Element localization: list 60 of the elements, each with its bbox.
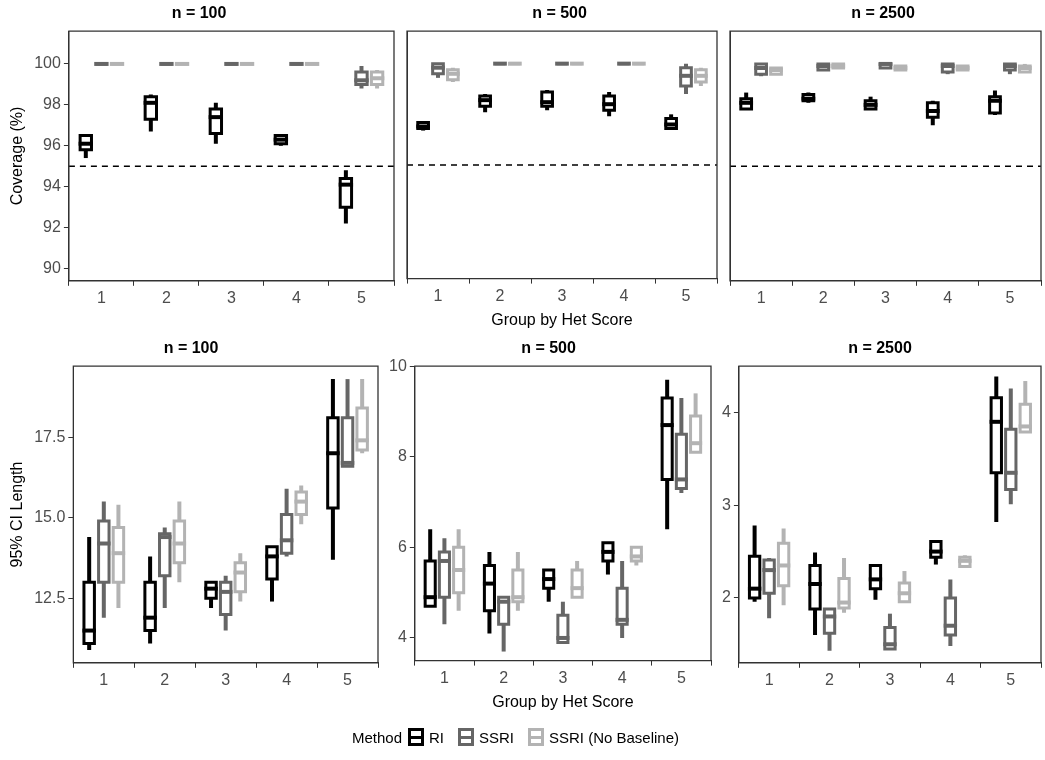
x-tick-label: 5: [1006, 670, 1016, 688]
y-tick-label: 6: [397, 537, 407, 555]
x-tick-label: 3: [885, 670, 895, 688]
x-tick-label: 4: [617, 668, 627, 686]
legend-title: Method: [351, 728, 402, 746]
y-tick-label: 17.5: [34, 427, 66, 445]
chart-title: n = 100: [163, 339, 219, 357]
y-tick-label: 100: [34, 54, 61, 72]
x-tick-label: 1: [756, 288, 766, 306]
chart-title: n = 2500: [851, 4, 915, 22]
x-tick-label: 4: [943, 288, 953, 306]
y-tick-label: 94: [43, 177, 61, 195]
x-tick-label: 4: [945, 670, 955, 688]
legend-label: RI: [428, 728, 444, 746]
legend-label: SSRI: [478, 728, 514, 746]
y-tick-label: 15.0: [34, 508, 66, 526]
chart-title: n = 500: [521, 339, 576, 357]
x-tick-label: 3: [557, 286, 567, 304]
y-axis-title: Coverage (%): [8, 106, 26, 206]
y-tick-label: 10: [389, 356, 407, 374]
y-tick-label: 4: [397, 628, 407, 646]
x-tick-label: 5: [343, 670, 353, 688]
y-tick-label: 90: [43, 258, 61, 276]
x-tick-label: 3: [221, 670, 231, 688]
x-tick-label: 2: [818, 288, 828, 306]
x-tick-label: 1: [96, 288, 106, 306]
y-tick-label: 12.5: [34, 588, 66, 606]
chart-title: n = 2500: [848, 339, 912, 357]
y-tick-label: 2: [721, 588, 731, 606]
x-tick-label: 2: [161, 288, 171, 306]
x-tick-label: 5: [1005, 288, 1015, 306]
legend-label: SSRI (No Baseline): [549, 728, 680, 746]
x-tick-label: 2: [160, 670, 170, 688]
x-tick-label: 4: [282, 670, 292, 688]
x-axis-title: Group by Het Score: [491, 310, 633, 328]
x-tick-label: 1: [433, 286, 443, 304]
x-tick-label: 2: [499, 668, 509, 686]
y-tick-label: 3: [721, 495, 731, 513]
x-tick-label: 1: [99, 670, 109, 688]
y-tick-label: 92: [43, 218, 61, 236]
x-tick-label: 2: [825, 670, 835, 688]
y-tick-label: 4: [721, 402, 731, 420]
y-axis-title: 95% CI Length: [8, 461, 26, 568]
x-tick-label: 2: [495, 286, 505, 304]
x-tick-label: 3: [881, 288, 891, 306]
x-tick-label: 5: [676, 668, 686, 686]
x-axis-title: Group by Het Score: [492, 692, 634, 710]
y-tick-label: 8: [397, 447, 407, 465]
x-tick-label: 1: [439, 668, 449, 686]
x-tick-label: 3: [558, 668, 568, 686]
y-tick-label: 96: [43, 136, 61, 154]
y-tick-label: 98: [43, 95, 61, 113]
x-tick-label: 4: [292, 288, 302, 306]
x-tick-label: 1: [764, 670, 774, 688]
x-tick-label: 4: [619, 286, 629, 304]
chart-title: n = 100: [171, 4, 227, 22]
chart-title: n = 500: [532, 4, 587, 22]
x-tick-label: 5: [357, 288, 367, 306]
x-tick-label: 5: [681, 286, 691, 304]
x-tick-label: 3: [226, 288, 236, 306]
